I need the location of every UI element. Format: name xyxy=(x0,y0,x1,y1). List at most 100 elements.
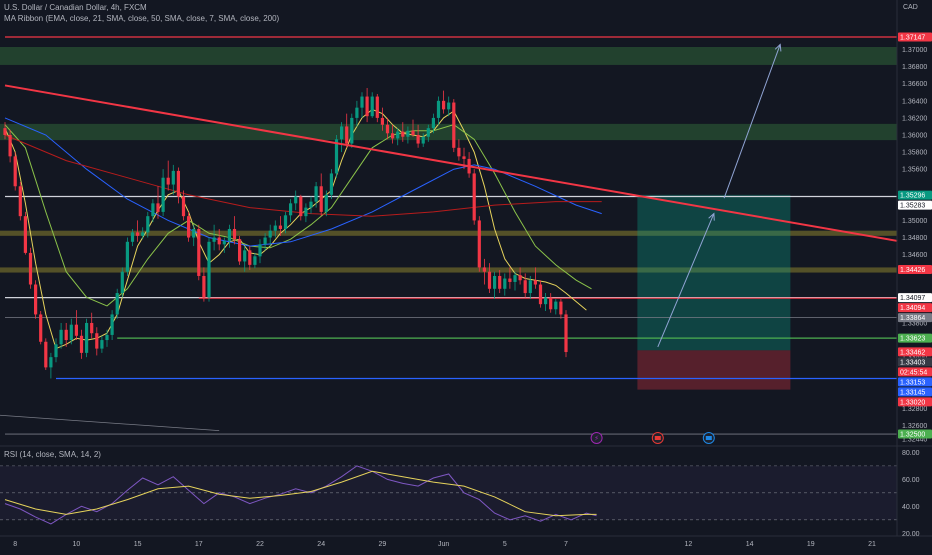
candle-body xyxy=(217,237,221,245)
candle xyxy=(187,211,191,242)
candle xyxy=(212,224,216,251)
rsi-legend[interactable]: RSI (14, close, SMA, 14, 2) xyxy=(4,450,101,459)
candle-body xyxy=(482,267,486,272)
candle-body xyxy=(105,334,109,341)
price-tick-label: 1.36000 xyxy=(902,132,927,139)
candle-body xyxy=(355,107,359,118)
candle-body xyxy=(69,324,73,341)
candle-body xyxy=(90,322,94,334)
moving-averages-layer xyxy=(4,108,602,350)
candle xyxy=(340,122,344,153)
candle-body xyxy=(95,333,99,349)
candle-body xyxy=(238,239,242,262)
candle xyxy=(442,90,446,114)
candle-body xyxy=(187,216,191,238)
candle-body xyxy=(477,220,481,268)
descending-trendline xyxy=(4,84,898,242)
price-tick-label: 1.35600 xyxy=(902,167,927,174)
candle-body xyxy=(319,186,323,212)
candle-body xyxy=(283,215,288,229)
candle xyxy=(416,124,420,148)
candle-body xyxy=(498,275,502,289)
lightning-icon[interactable]: ⚡ xyxy=(590,432,603,444)
symbol-title[interactable]: U.S. Dollar / Canadian Dollar, 4h, FXCM xyxy=(4,3,147,12)
candle xyxy=(146,211,150,238)
candle xyxy=(554,299,558,315)
candle xyxy=(391,124,395,144)
time-tick-label: 29 xyxy=(379,541,387,548)
price-tag-box xyxy=(898,313,932,323)
candle xyxy=(268,224,272,247)
candle-body xyxy=(39,314,43,342)
time-tick-label: 10 xyxy=(73,541,81,548)
ma-ribbon-legend[interactable]: MA Ribbon (EMA, close, 21, SMA, close, 5… xyxy=(4,14,280,23)
price-tag-box xyxy=(898,32,932,42)
price-tags: 1.37147 1.35296 1.35283 1.34426 1.34097 1.340… xyxy=(898,32,932,439)
candle-body xyxy=(538,284,543,305)
candle-body xyxy=(533,280,537,285)
candle xyxy=(136,220,140,242)
candle-body xyxy=(324,194,328,212)
price-tag-box xyxy=(898,190,932,200)
candle xyxy=(406,126,410,144)
candle xyxy=(3,122,7,140)
us-flag-icon[interactable] xyxy=(702,432,715,444)
canada-flag-icon[interactable] xyxy=(651,432,664,444)
arrows-layer[interactable] xyxy=(657,43,782,348)
candle-body xyxy=(334,139,339,174)
price-tag-box xyxy=(898,200,932,210)
time-axis[interactable]: 8 10 15 17 22 24 29 Jun 5 7 12 14 19 21 xyxy=(13,541,876,548)
candle xyxy=(207,237,211,302)
candle xyxy=(85,318,89,358)
candle xyxy=(23,211,27,255)
time-tick-label: 14 xyxy=(746,541,754,548)
candle-body xyxy=(350,117,354,144)
candle-body xyxy=(431,117,435,129)
candle-body xyxy=(23,216,27,253)
candle-body xyxy=(503,278,507,289)
position-loss-zone xyxy=(637,350,791,390)
candle-body xyxy=(176,170,180,197)
trendline-layer[interactable] xyxy=(4,84,898,242)
candle xyxy=(528,275,532,300)
candle-body xyxy=(151,203,155,217)
candle xyxy=(334,134,339,178)
candle xyxy=(18,181,22,221)
candle xyxy=(421,133,425,147)
candle-body xyxy=(207,241,211,298)
candle-body xyxy=(518,275,522,281)
candle xyxy=(350,113,354,148)
long-position-tool[interactable] xyxy=(637,194,791,390)
price-tag-label: 1.33153 xyxy=(900,379,925,386)
levels-layer xyxy=(0,36,897,435)
event-flag xyxy=(654,436,661,440)
candle-body xyxy=(508,278,512,282)
candle xyxy=(253,252,257,269)
candle-body xyxy=(309,201,313,208)
candle-body xyxy=(544,297,548,305)
candle-body xyxy=(120,271,124,294)
rsi-tick-label: 60.00 xyxy=(902,477,920,484)
candle xyxy=(227,224,231,248)
candle-body xyxy=(171,170,175,185)
candle xyxy=(564,310,568,358)
candle xyxy=(401,122,405,142)
candle-body xyxy=(289,203,293,216)
arrow-head xyxy=(708,212,715,221)
candle-body xyxy=(329,173,333,195)
time-tick-label: 8 xyxy=(13,541,17,548)
candle-body xyxy=(141,232,145,236)
candle xyxy=(39,311,43,345)
candle xyxy=(385,117,390,140)
candle-body xyxy=(202,275,206,298)
candle xyxy=(513,271,517,291)
price-tag: 1.34097 xyxy=(898,293,932,303)
candle-body xyxy=(44,341,48,368)
events-layer[interactable]: ⚡ xyxy=(590,432,715,444)
time-tick-label: 19 xyxy=(807,541,815,548)
candle xyxy=(151,199,155,223)
price-tag-label: 1.34094 xyxy=(900,305,925,312)
candle xyxy=(324,190,328,217)
